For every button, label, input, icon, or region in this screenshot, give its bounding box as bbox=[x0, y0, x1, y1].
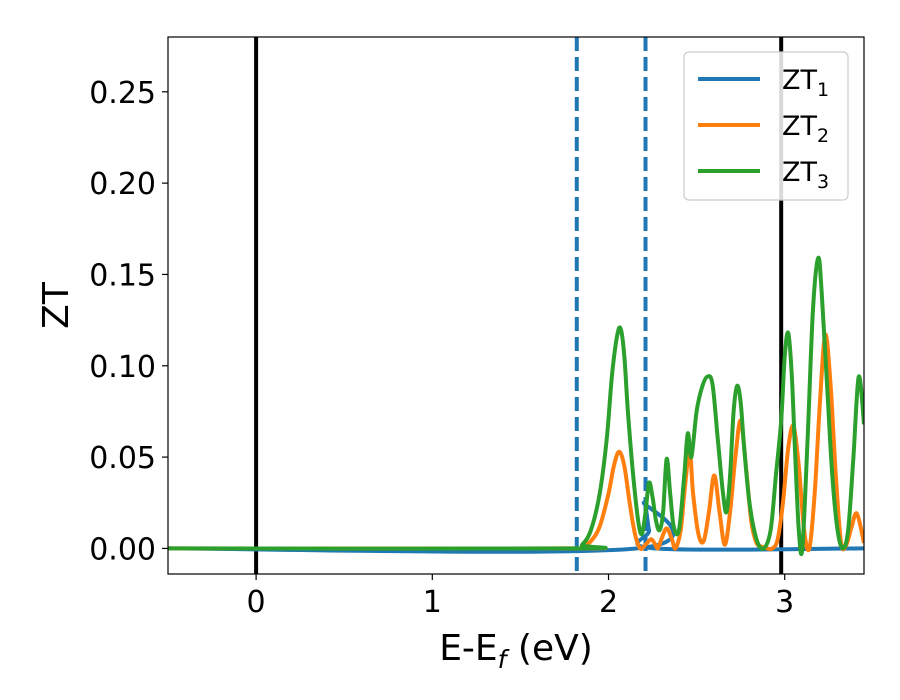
y-axis-label: ZT bbox=[36, 281, 77, 329]
y-tick-label: 0.10 bbox=[89, 350, 156, 385]
x-tick-label: 1 bbox=[423, 585, 442, 620]
x-axis-ticks: 0 1 2 3 bbox=[247, 574, 794, 620]
series-line-2 bbox=[168, 332, 864, 553]
series-lines bbox=[168, 255, 864, 557]
x-tick-label: 0 bbox=[247, 585, 266, 620]
y-axis-ticks: 0.00 0.05 0.10 0.15 0.20 0.25 bbox=[89, 76, 168, 567]
plot-frame bbox=[167, 36, 865, 575]
x-tick-label: 3 bbox=[775, 585, 794, 620]
legend-label-3: ZT3 bbox=[782, 157, 829, 193]
y-tick-label: 0.15 bbox=[89, 258, 156, 293]
series-line-3 bbox=[168, 255, 864, 557]
x-axis-label-main: E-E bbox=[439, 628, 497, 669]
legend: ZT1 ZT2 ZT3 bbox=[683, 51, 849, 201]
x-axis-label: E-Ef (eV) bbox=[439, 628, 593, 674]
legend-box bbox=[683, 51, 849, 201]
y-tick-label: 0.00 bbox=[89, 532, 156, 567]
y-tick-label: 0.20 bbox=[89, 167, 156, 202]
y-tick-label: 0.25 bbox=[89, 76, 156, 111]
legend-label-2: ZT2 bbox=[782, 111, 829, 147]
x-tick-label: 2 bbox=[599, 585, 618, 620]
x-axis-label-suffix: (eV) bbox=[506, 628, 592, 669]
legend-label-1: ZT1 bbox=[782, 65, 829, 101]
y-tick-label: 0.05 bbox=[89, 441, 156, 476]
series-line-1 bbox=[168, 500, 864, 554]
